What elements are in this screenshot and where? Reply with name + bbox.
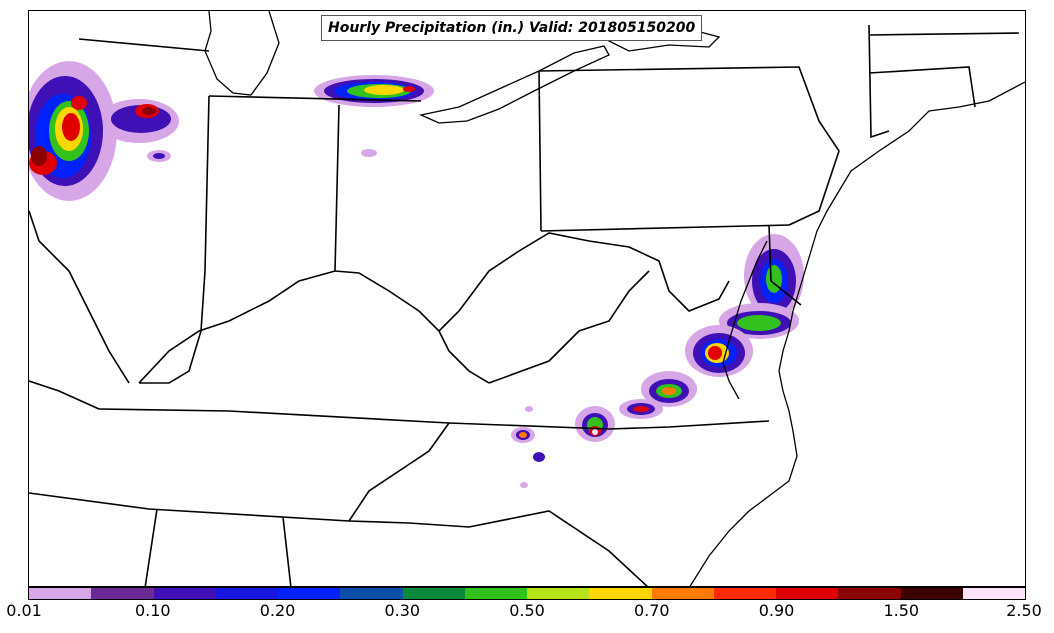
colorbar-segment: [29, 588, 92, 599]
precip-cell-michigan: [314, 75, 434, 157]
colorbar-segment: [464, 588, 527, 599]
precip-cell-nc-border: [511, 406, 615, 488]
colorbar-tick-label: 2.50: [1006, 601, 1042, 620]
colorbar-tick-label: 0.30: [384, 601, 421, 620]
map-panel: [28, 10, 1026, 587]
colorbar-tick-label: 0.50: [509, 601, 545, 620]
precip-cell-delmarva: [719, 234, 804, 339]
colorbar-segment: [153, 588, 216, 599]
colorbar-tick-label: 0.20: [259, 601, 296, 620]
colorbar-segment: [900, 588, 963, 599]
precipitation-layer: [29, 61, 804, 488]
colorbar-segment: [962, 588, 1025, 599]
colorbar-segment: [278, 588, 341, 599]
colorbar-segment: [340, 588, 403, 599]
colorbar-segment: [651, 588, 714, 599]
colorbar-segment: [215, 588, 278, 599]
precipitation-map: [29, 11, 1025, 586]
colorbar-tick-label: 1.50: [883, 601, 920, 620]
colorbar-segment: [91, 588, 154, 599]
colorbar-tick-label: 0.10: [134, 601, 171, 620]
colorbar-segment: [589, 588, 652, 599]
precip-cell-virginia: [619, 325, 753, 419]
map-title: Hourly Precipitation (in.) Valid: 201805…: [321, 15, 703, 41]
colorbar-segment: [713, 588, 776, 599]
precip-cell-illinois: [29, 61, 179, 201]
colorbar-segment: [776, 588, 839, 599]
colorbar-tick-label: 0.70: [633, 601, 670, 620]
colorbar-tick-label: 0.01: [6, 601, 42, 620]
colorbar-tick-label: 0.90: [758, 601, 795, 620]
colorbar-segment: [402, 588, 465, 599]
state-borders: [29, 24, 1020, 586]
colorbar-segment: [838, 588, 901, 599]
colorbar: [28, 587, 1026, 600]
colorbar-segment: [527, 588, 590, 599]
